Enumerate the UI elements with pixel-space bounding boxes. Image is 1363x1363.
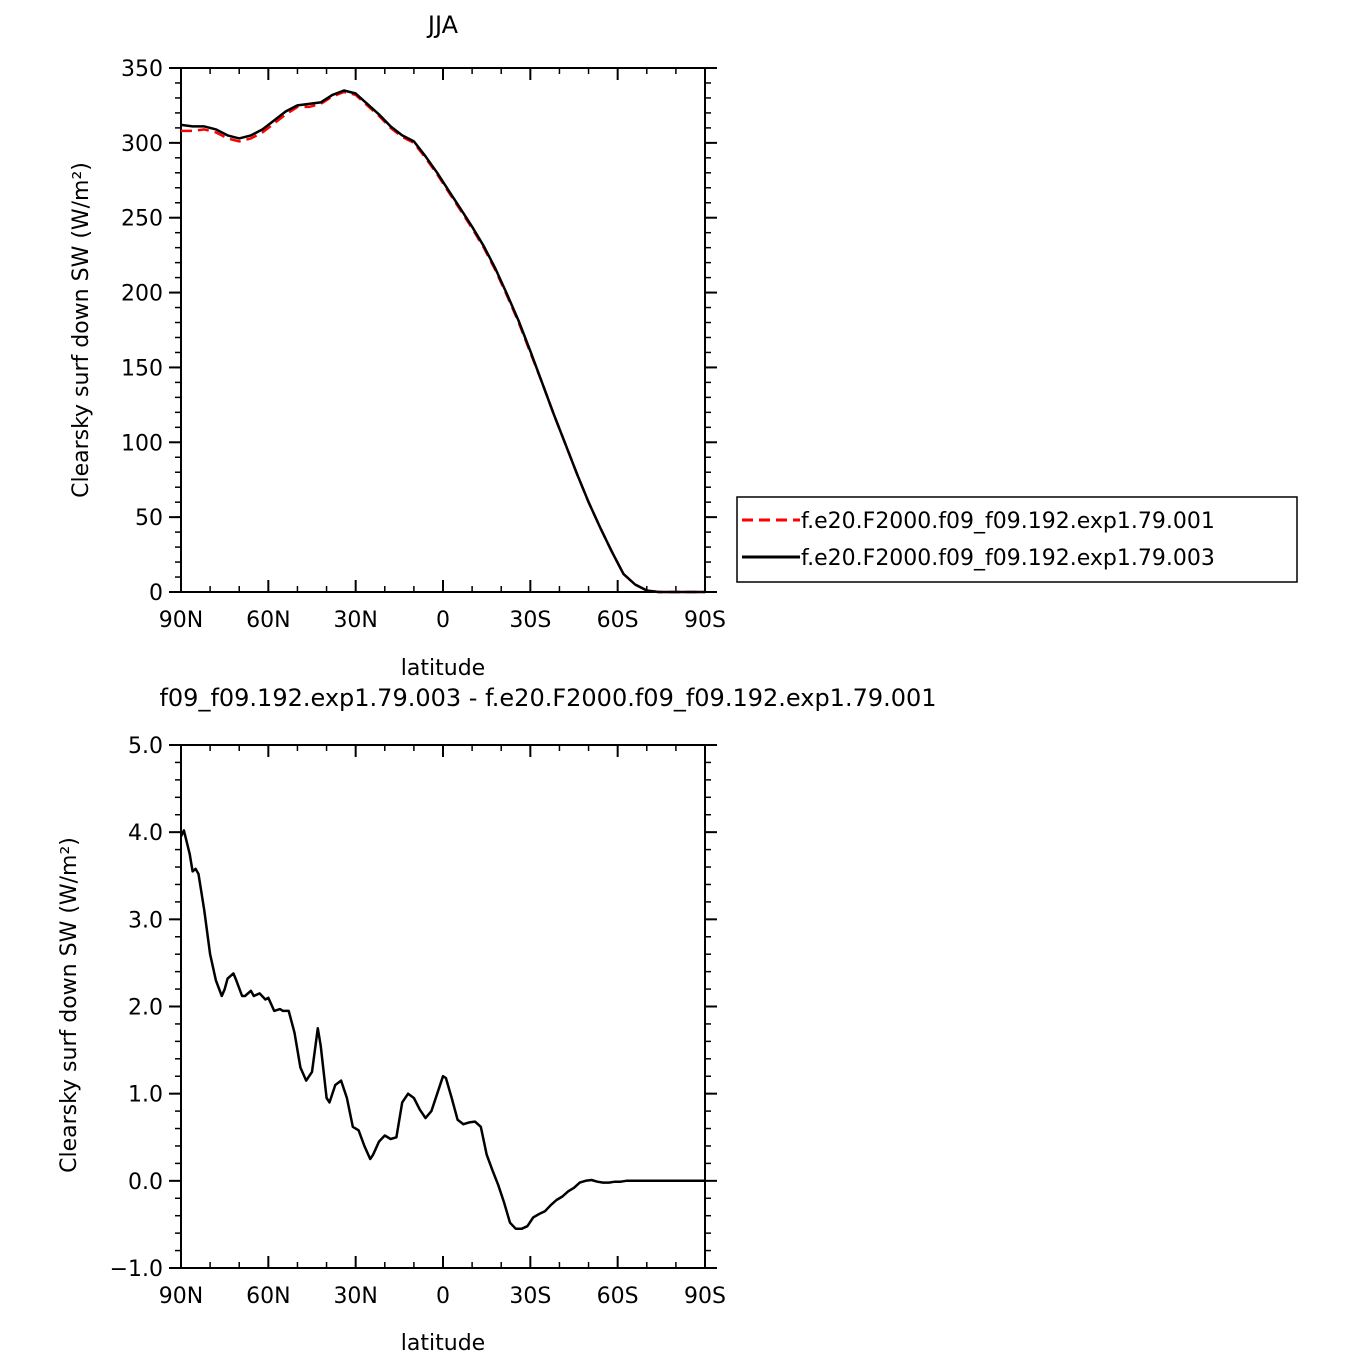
x-tick-label: 30S [509,608,551,633]
x-tick-label: 60S [597,1284,639,1309]
y-tick-label: 300 [121,132,163,157]
x-tick-label: 0 [436,608,450,633]
x-tick-label: 30N [333,1284,377,1309]
bottom-plot-area: 90N 60N 30N 0 30S 60S 90S −1.0 0.0 1.0 2.0 3.0 4.0 5.… [110,734,726,1309]
y-tick-label: −1.0 [110,1257,163,1282]
top-chart-title: JJA [426,11,459,39]
bottom-y-axis-label: Clearsky surf down SW (W/m²) [57,837,82,1173]
series-line-bottom-0 [179,829,705,1231]
y-tick-label: 250 [121,207,163,232]
top-plot-area: 90N 60N 30N 0 30S 60S 90S 0 50 100 150 200 250 300 350 [121,57,726,633]
y-tick-label: 4.0 [128,821,163,846]
y-tick-label: 0.0 [128,1170,163,1195]
x-tick-label: 60N [246,608,290,633]
y-tick-label: 5.0 [128,734,163,759]
x-tick-label: 60S [597,608,639,633]
bottom-chart-title: f09_f09.192.exp1.79.003 - f.e20.F2000.f0… [159,684,936,712]
top-x-axis-label: latitude [401,656,485,681]
top-y-axis-label: Clearsky surf down SW (W/m²) [69,162,94,498]
y-tick-label: 2.0 [128,996,163,1021]
plot-frame-top [180,67,706,593]
x-tick-label: 90S [684,608,726,633]
bottom-x-axis-label: latitude [401,1331,485,1356]
y-tick-label: 150 [121,356,163,381]
x-tick-label: 0 [436,1284,450,1309]
legend-label-series-1: f.e20.F2000.f09_f09.192.exp1.79.001 [801,509,1215,534]
y-tick-label: 1.0 [128,1083,163,1108]
x-tick-label: 90S [684,1284,726,1309]
plot-frame-bottom [180,744,706,1269]
y-tick-label: 100 [121,431,163,456]
x-tick-label: 30S [509,1284,551,1309]
legend: f.e20.F2000.f09_f09.192.exp1.79.001 f.e2… [736,496,1298,583]
x-tick-label: 90N [159,1284,203,1309]
x-tick-label: 30N [333,608,377,633]
x-tick-label: 60N [246,1284,290,1309]
legend-label-series-2: f.e20.F2000.f09_f09.192.exp1.79.003 [801,546,1215,571]
series-line-top-1 [180,89,705,594]
y-tick-label: 200 [121,282,163,307]
y-tick-label: 3.0 [128,908,163,933]
series-line-top-0 [181,90,705,594]
y-tick-label: 0 [149,581,163,606]
y-tick-label: 350 [121,57,163,82]
legend-box [736,496,1298,583]
y-tick-label: 50 [135,506,163,531]
x-tick-label: 90N [159,608,203,633]
